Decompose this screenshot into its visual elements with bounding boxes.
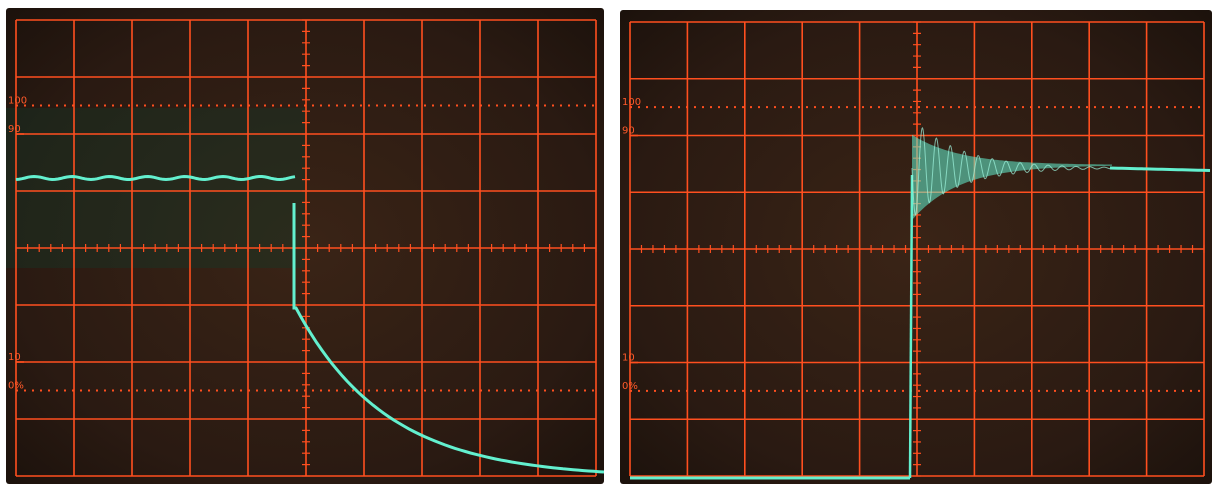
oscilloscope-photo-right: 100 90 10 0% [620,10,1212,484]
right-scope-display: 100 90 10 0% [620,10,1212,484]
trace-settled-level [1109,166,1211,172]
label-100: 100 [8,96,27,107]
label-100: 100 [622,97,641,108]
screen-background [6,8,604,484]
oscilloscope-photo-left: 100 90 10 0% [6,8,604,484]
left-scope-display: 100 90 10 0% [6,8,604,484]
label-90: 90 [622,126,635,137]
label-90: 90 [8,124,21,135]
label-0-percent: 0% [622,381,638,392]
graticule [15,19,597,477]
label-10: 10 [8,352,21,363]
label-10: 10 [622,353,635,364]
trace-rising-edge [908,174,914,479]
trace-falling-edge [292,203,604,474]
trace-ringing-oscillation [911,126,1112,216]
label-0-percent: 0% [8,381,24,392]
trace-ringing-envelope [912,134,1112,220]
screen-background [620,10,1212,484]
trace-high-level [15,174,296,182]
